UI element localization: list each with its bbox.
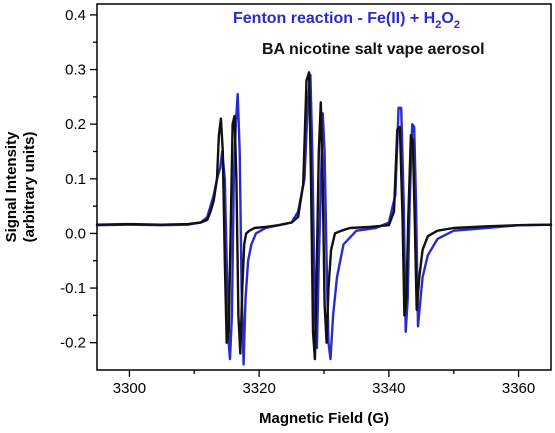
- series-line-2: [95, 71, 553, 361]
- legend-entry-2: BA nicotine salt vape aerosol: [262, 41, 485, 58]
- x-tick-label: 3340: [372, 380, 405, 397]
- legend-subscript: 2: [435, 19, 441, 31]
- y-axis-title-line-1: Signal Intensity: [3, 131, 20, 243]
- legend-text-part: O: [441, 10, 453, 27]
- y-tick-label: -0.1: [60, 280, 86, 297]
- y-tick-label: 0.0: [65, 225, 86, 242]
- legend-text-part: Fenton reaction - Fe(II) + H: [233, 10, 435, 27]
- y-tick-label: 0.3: [65, 62, 86, 79]
- x-tick-label: 3360: [502, 380, 535, 397]
- y-tick-label: 0.4: [65, 7, 86, 24]
- axis-layer: 3300 3320 3340 3360 -0.2 -0.1 0.0 0.1 0.2 0.3 0.4: [60, 3, 552, 397]
- legend-text-part: BA nicotine salt vape aerosol: [262, 41, 485, 58]
- x-tick-label: 3300: [113, 380, 146, 397]
- y-tick-label: 0.1: [65, 171, 86, 188]
- legend-subscript: 2: [454, 19, 460, 31]
- y-tick-label: -0.2: [60, 335, 86, 352]
- x-tick-label: 3320: [242, 380, 275, 397]
- y-tick-label: 0.2: [65, 116, 86, 133]
- x-axis-title: Magnetic Field (G): [259, 410, 389, 427]
- series-layer: [95, 71, 553, 366]
- y-axis-title-line-2: (arbitrary units): [21, 132, 38, 243]
- legend-entry-1: Fenton reaction - Fe(II) + H2O2: [233, 10, 460, 31]
